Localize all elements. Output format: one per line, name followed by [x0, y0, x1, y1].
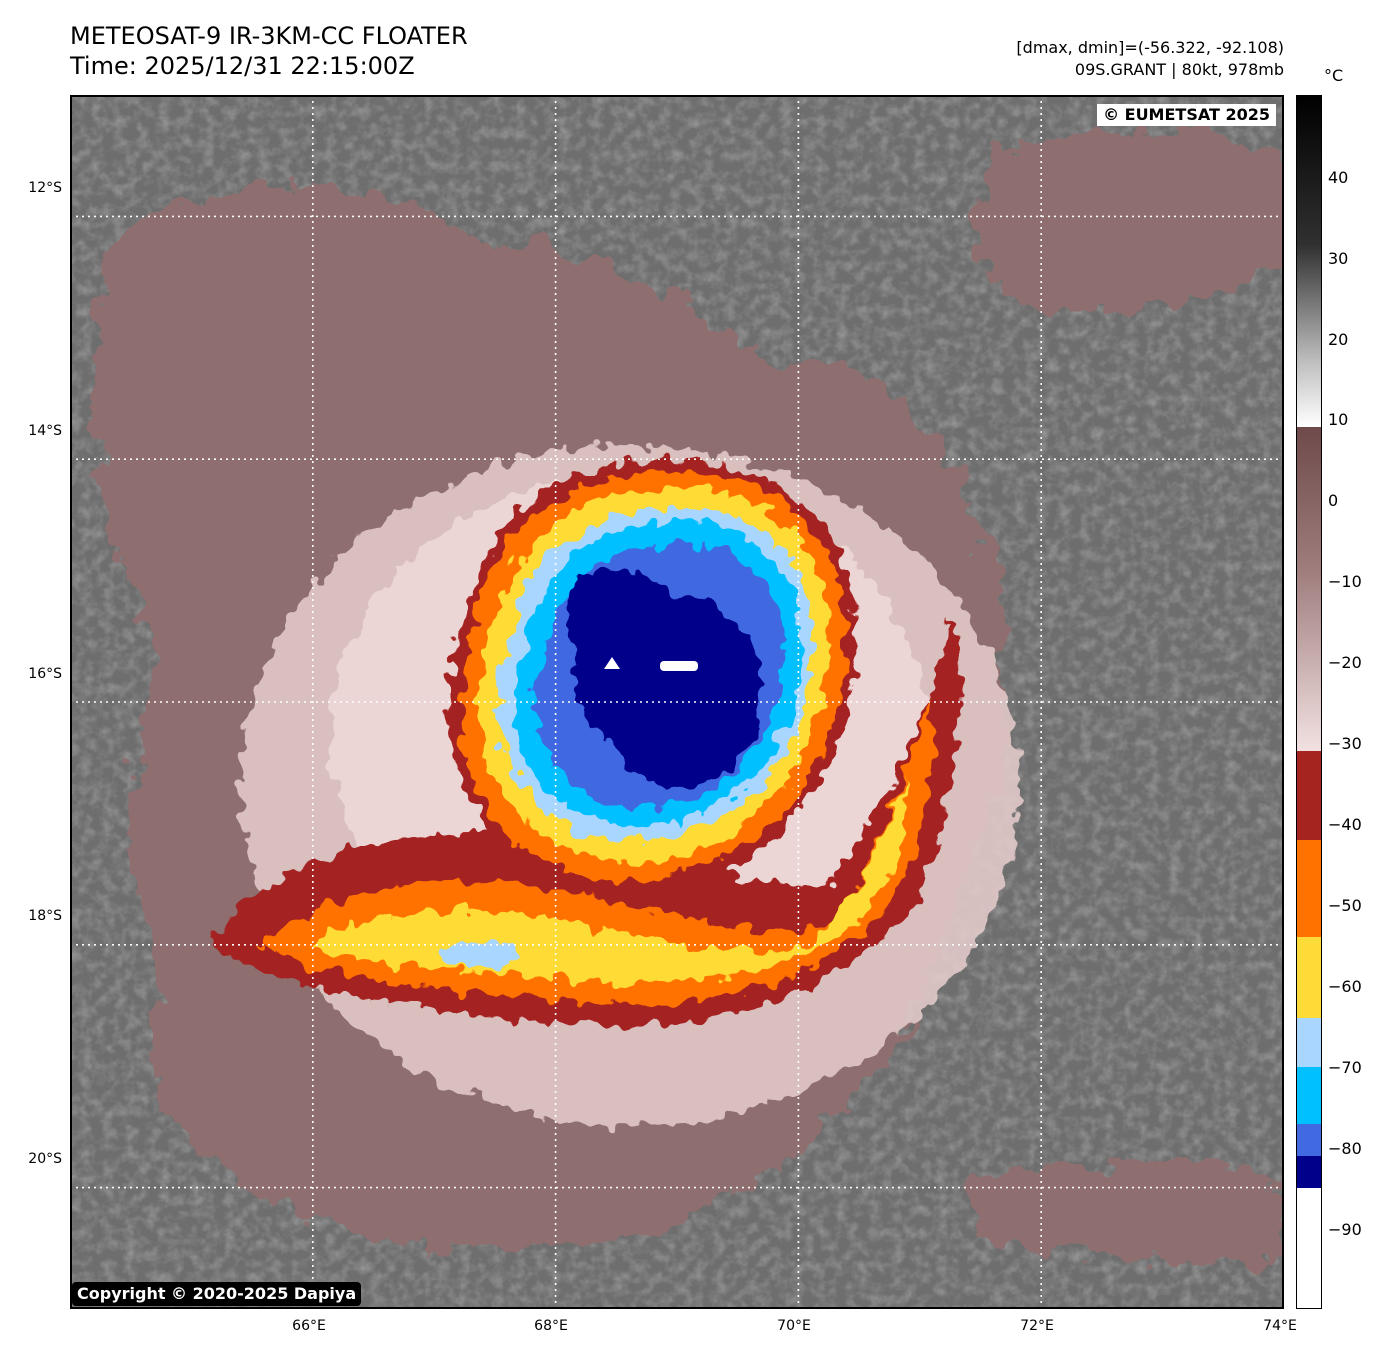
rainband-southwest: [210, 615, 960, 1027]
colorbar-tick-30: 30: [1328, 249, 1349, 268]
colorbar-tick-20: 20: [1328, 330, 1349, 349]
colorbar-tick-minus90: −90: [1328, 1220, 1362, 1239]
lat-label-16s: 16°S: [28, 666, 62, 682]
colorbar-tick-minus10: −10: [1328, 572, 1362, 591]
lon-label-68e: 68°E: [534, 1318, 568, 1334]
lon-label-74e: 74°E: [1263, 1318, 1297, 1334]
lat-label-14s: 14°S: [28, 423, 62, 439]
colorbar-tick-minus60: −60: [1328, 977, 1362, 996]
lat-label-12s: 12°S: [28, 180, 62, 196]
colorbar-tick-minus50: −50: [1328, 896, 1362, 915]
coldest-tops: [604, 657, 698, 671]
lat-label-20s: 20°S: [28, 1151, 62, 1167]
map-timestamp: Time: 2025/12/31 22:15:00Z: [70, 52, 415, 80]
temperature-colorbar: [1296, 95, 1322, 1309]
colorbar-tick-minus30: −30: [1328, 734, 1362, 753]
map-frame: [70, 95, 1284, 1309]
lon-label-66e: 66°E: [292, 1318, 326, 1334]
temperature-range-stats: [dmax, dmin]=(-56.322, -92.108): [1016, 38, 1284, 57]
central-dense-overcast: [448, 459, 856, 896]
lat-label-18s: 18°S: [28, 908, 62, 924]
colorbar-tick-minus20: −20: [1328, 653, 1362, 672]
colorbar-unit: °C: [1324, 66, 1344, 85]
colorbar-tick-0: 0: [1328, 491, 1339, 510]
eumetsat-credit-badge: © EUMETSAT 2025: [1097, 104, 1276, 126]
copyright-badge: Copyright © 2020-2025 Dapiya: [72, 1282, 362, 1306]
lon-label-70e: 70°E: [777, 1318, 811, 1334]
colorbar-tick-10: 10: [1328, 410, 1349, 429]
satellite-map: [70, 95, 1284, 1309]
map-title: METEOSAT-9 IR-3KM-CC FLOATER: [70, 22, 468, 50]
lat-lon-grid: [70, 95, 1284, 1309]
lon-label-72e: 72°E: [1020, 1318, 1054, 1334]
colorbar-tick-minus80: −80: [1328, 1139, 1362, 1158]
colorbar-tick-minus70: −70: [1328, 1058, 1362, 1077]
storm-info: 09S.GRANT | 80kt, 978mb: [1074, 60, 1284, 79]
colorbar-tick-40: 40: [1328, 168, 1349, 187]
colorbar-tick-minus40: −40: [1328, 815, 1362, 834]
